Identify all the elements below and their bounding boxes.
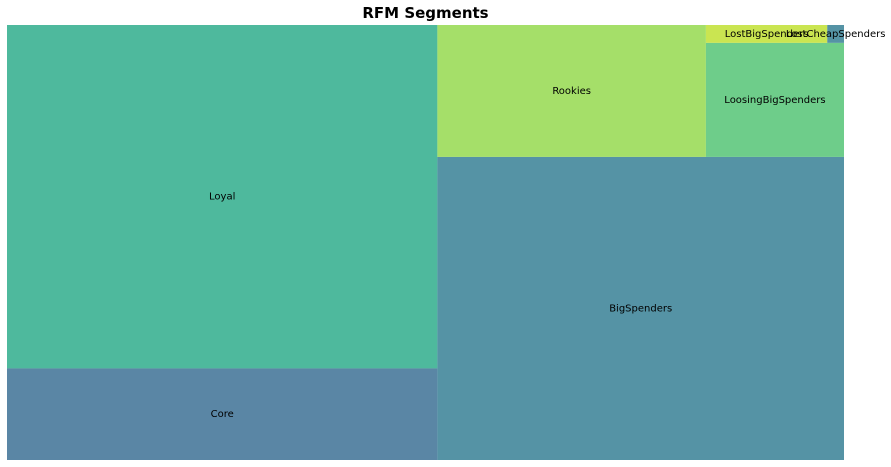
segment-label-big-spenders: BigSpenders [609, 303, 672, 314]
segment-label-lost-cheap-spenders: LostCheapSpenders [786, 29, 886, 40]
segment-label-loosing-big-spenders: LoosingBigSpenders [724, 95, 825, 106]
segment-lost-cheap-spenders [827, 25, 844, 43]
chart-title: RFM Segments [362, 4, 489, 22]
segment-rookies [437, 25, 706, 157]
segment-loyal [7, 25, 438, 369]
segment-lost-big-spenders [705, 25, 828, 43]
segment-big-spenders [437, 156, 844, 460]
segment-loosing-big-spenders [705, 42, 844, 157]
segment-core [7, 368, 438, 460]
segment-label-core: Core [211, 409, 234, 420]
segment-label-loyal: Loyal [209, 192, 235, 203]
segment-label-lost-big-spenders: LostBigSpenders [725, 29, 809, 40]
segment-label-rookies: Rookies [552, 86, 591, 97]
